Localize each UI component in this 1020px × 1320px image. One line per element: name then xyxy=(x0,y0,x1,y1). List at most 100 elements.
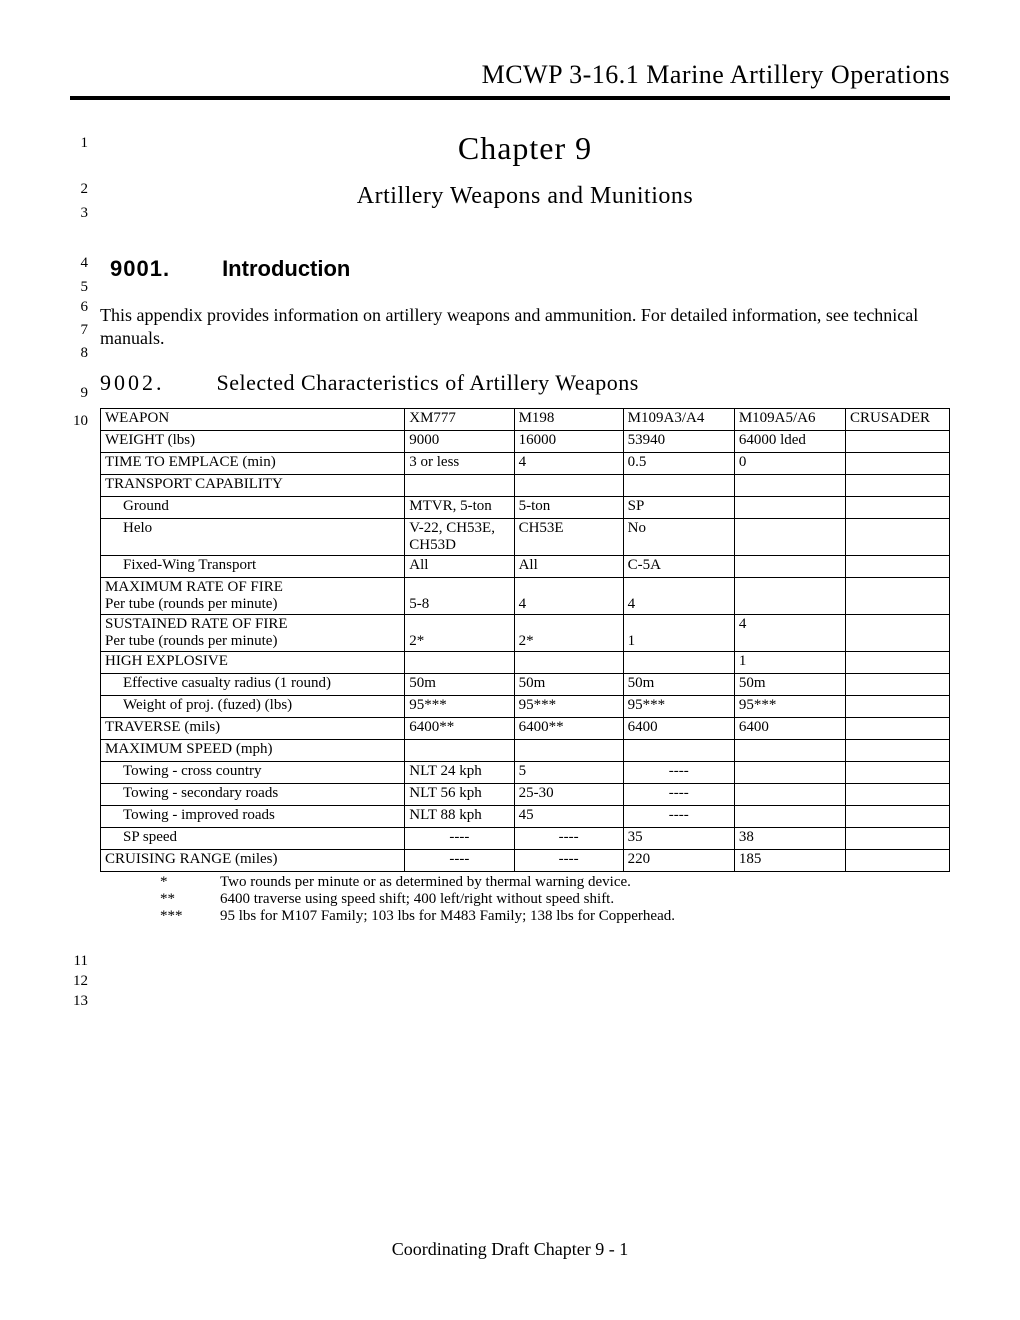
table-header-cell: CRUSADER xyxy=(846,409,950,431)
table-cell xyxy=(623,740,734,762)
table-cell: All xyxy=(405,556,514,578)
line-number: 4 xyxy=(81,252,89,275)
table-cell xyxy=(846,578,950,615)
table-row: Weight of proj. (fuzed) (lbs)95***95***9… xyxy=(101,696,950,718)
table-cell: 6400** xyxy=(514,718,623,740)
table-cell: 50m xyxy=(405,674,514,696)
table-cell: 4 xyxy=(514,578,623,615)
row-label: Effective casualty radius (1 round) xyxy=(101,674,405,696)
row-label: MAXIMUM SPEED (mph) xyxy=(101,740,405,762)
table-cell xyxy=(734,556,845,578)
line-number: 3 xyxy=(81,202,89,225)
row-label: Fixed-Wing Transport xyxy=(101,556,405,578)
table-cell: 2* xyxy=(405,615,514,652)
table-row: SP speed--------3538 xyxy=(101,828,950,850)
table-cell: 95*** xyxy=(514,696,623,718)
table-cell: 5-ton xyxy=(514,497,623,519)
table-cell xyxy=(734,762,845,784)
table-row: TRAVERSE (mils)6400**6400**64006400 xyxy=(101,718,950,740)
table-cell: 3 or less xyxy=(405,453,514,475)
table-cell xyxy=(514,740,623,762)
line-number: 7 xyxy=(81,319,89,342)
table-row: Towing - cross countryNLT 24 kph5---- xyxy=(101,762,950,784)
table-cell xyxy=(846,762,950,784)
table-cell xyxy=(514,475,623,497)
table-cell: ---- xyxy=(623,762,734,784)
table-cell xyxy=(846,674,950,696)
table-row: MAXIMUM RATE OF FIREPer tube (rounds per… xyxy=(101,578,950,615)
table-cell xyxy=(405,652,514,674)
table-cell: 53940 xyxy=(623,431,734,453)
table-cell xyxy=(846,519,950,556)
table-cell xyxy=(405,475,514,497)
table-cell: 2* xyxy=(514,615,623,652)
table-cell: 50m xyxy=(734,674,845,696)
table-cell xyxy=(846,740,950,762)
row-label: Weight of proj. (fuzed) (lbs) xyxy=(101,696,405,718)
table-cell xyxy=(846,475,950,497)
table-header-cell: M109A3/A4 xyxy=(623,409,734,431)
table-cell xyxy=(846,615,950,652)
table-cell: 45 xyxy=(514,806,623,828)
table-cell: 185 xyxy=(734,850,845,872)
table-cell: 4 xyxy=(734,615,845,652)
chapter-subtitle: Artillery Weapons and Munitions xyxy=(100,183,950,210)
table-row: SUSTAINED RATE OF FIREPer tube (rounds p… xyxy=(101,615,950,652)
line-number: 6 xyxy=(81,296,89,319)
table-cell: ---- xyxy=(405,850,514,872)
table-header-cell: WEAPON xyxy=(101,409,405,431)
line-number: 8 xyxy=(81,342,89,365)
footnote: ***95 lbs for M107 Family; 103 lbs for M… xyxy=(100,908,950,925)
section-number: 9002. xyxy=(100,370,165,396)
section-number: 9001. xyxy=(110,256,170,282)
table-cell: 95*** xyxy=(623,696,734,718)
table-cell: NLT 88 kph xyxy=(405,806,514,828)
table-row: TIME TO EMPLACE (min)3 or less40.50 xyxy=(101,453,950,475)
table-cell: 35 xyxy=(623,828,734,850)
table-cell: ---- xyxy=(623,806,734,828)
row-label: Helo xyxy=(101,519,405,556)
table-cell xyxy=(623,475,734,497)
footnote-text: 95 lbs for M107 Family; 103 lbs for M483… xyxy=(220,908,950,925)
footnote-symbol: * xyxy=(100,874,220,891)
row-label: Ground xyxy=(101,497,405,519)
table-cell: 5-8 xyxy=(405,578,514,615)
table-cell: C-5A xyxy=(623,556,734,578)
table-row: HeloV-22, CH53E, CH53DCH53ENo xyxy=(101,519,950,556)
footnote: **6400 traverse using speed shift; 400 l… xyxy=(100,891,950,908)
table-cell: 9000 xyxy=(405,431,514,453)
footnote-symbol: ** xyxy=(100,891,220,908)
table-cell xyxy=(734,497,845,519)
table-cell xyxy=(846,556,950,578)
table-cell xyxy=(514,652,623,674)
table-row: HIGH EXPLOSIVE1 xyxy=(101,652,950,674)
table-footnotes: *Two rounds per minute or as determined … xyxy=(100,874,950,925)
table-row: CRUISING RANGE (miles)--------220185 xyxy=(101,850,950,872)
table-cell: 95*** xyxy=(405,696,514,718)
row-label: SP speed xyxy=(101,828,405,850)
table-cell: V-22, CH53E, CH53D xyxy=(405,519,514,556)
intro-paragraph: This appendix provides information on ar… xyxy=(100,304,950,350)
table-cell: 1 xyxy=(734,652,845,674)
line-number: 2 xyxy=(81,178,89,201)
table-cell: 38 xyxy=(734,828,845,850)
table-cell xyxy=(846,806,950,828)
table-cell xyxy=(846,652,950,674)
table-cell xyxy=(734,784,845,806)
table-header-cell: M198 xyxy=(514,409,623,431)
row-label: Towing - cross country xyxy=(101,762,405,784)
table-cell: 16000 xyxy=(514,431,623,453)
table-cell: 4 xyxy=(623,578,734,615)
table-cell: 220 xyxy=(623,850,734,872)
table-cell: 0.5 xyxy=(623,453,734,475)
table-cell: NLT 24 kph xyxy=(405,762,514,784)
line-number: 10 xyxy=(73,410,88,433)
table-cell: 6400 xyxy=(734,718,845,740)
table-cell: ---- xyxy=(514,850,623,872)
table-cell: ---- xyxy=(405,828,514,850)
table-cell: MTVR, 5-ton xyxy=(405,497,514,519)
table-cell: 0 xyxy=(734,453,845,475)
table-cell xyxy=(846,828,950,850)
footnote-symbol: *** xyxy=(100,908,220,925)
table-cell xyxy=(846,497,950,519)
